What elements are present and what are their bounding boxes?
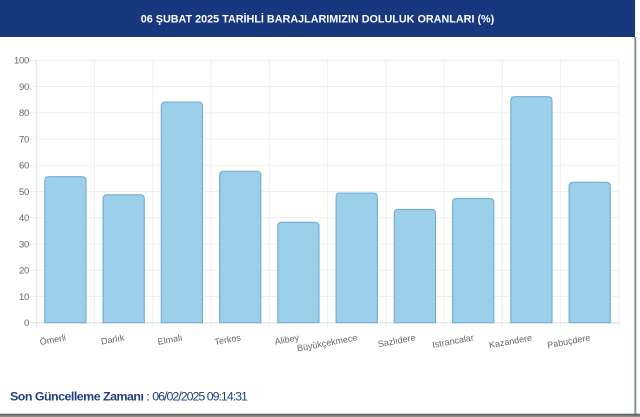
svg-text:50: 50 [19,187,29,198]
svg-text:10: 10 [19,292,29,303]
svg-text:06 ŞUBAT 2025 TARİHLİ BARAJLAR: 06 ŞUBAT 2025 TARİHLİ BARAJLARIMIZIN DOL… [141,12,495,25]
svg-text:Son Güncelleme Zamanı : 06/02/: Son Güncelleme Zamanı : 06/02/2025 09:14… [10,389,248,403]
svg-text:90: 90 [19,82,29,93]
svg-text:30: 30 [19,239,29,250]
svg-text:Kazandere: Kazandere [488,332,533,350]
svg-text:Sazlıdere: Sazlıdere [377,332,416,349]
svg-text:70: 70 [19,134,29,145]
svg-text:40: 40 [19,213,29,224]
svg-text:Büyükçekmece: Büyükçekmece [296,332,358,353]
svg-text:100: 100 [14,56,29,67]
svg-text:60: 60 [19,161,29,172]
svg-text:Pabuçdere: Pabuçdere [546,332,591,350]
svg-text:80: 80 [19,108,29,119]
svg-text:Alibey: Alibey [274,332,300,346]
svg-text:Istrancalar: Istrancalar [431,332,474,349]
svg-text:Darlık: Darlık [100,332,125,346]
svg-text:Elmalı: Elmalı [157,332,183,346]
svg-text:Terkos: Terkos [214,332,242,347]
svg-text:20: 20 [19,266,29,277]
svg-text:Ömerli: Ömerli [39,332,67,347]
svg-text:0: 0 [24,318,29,329]
